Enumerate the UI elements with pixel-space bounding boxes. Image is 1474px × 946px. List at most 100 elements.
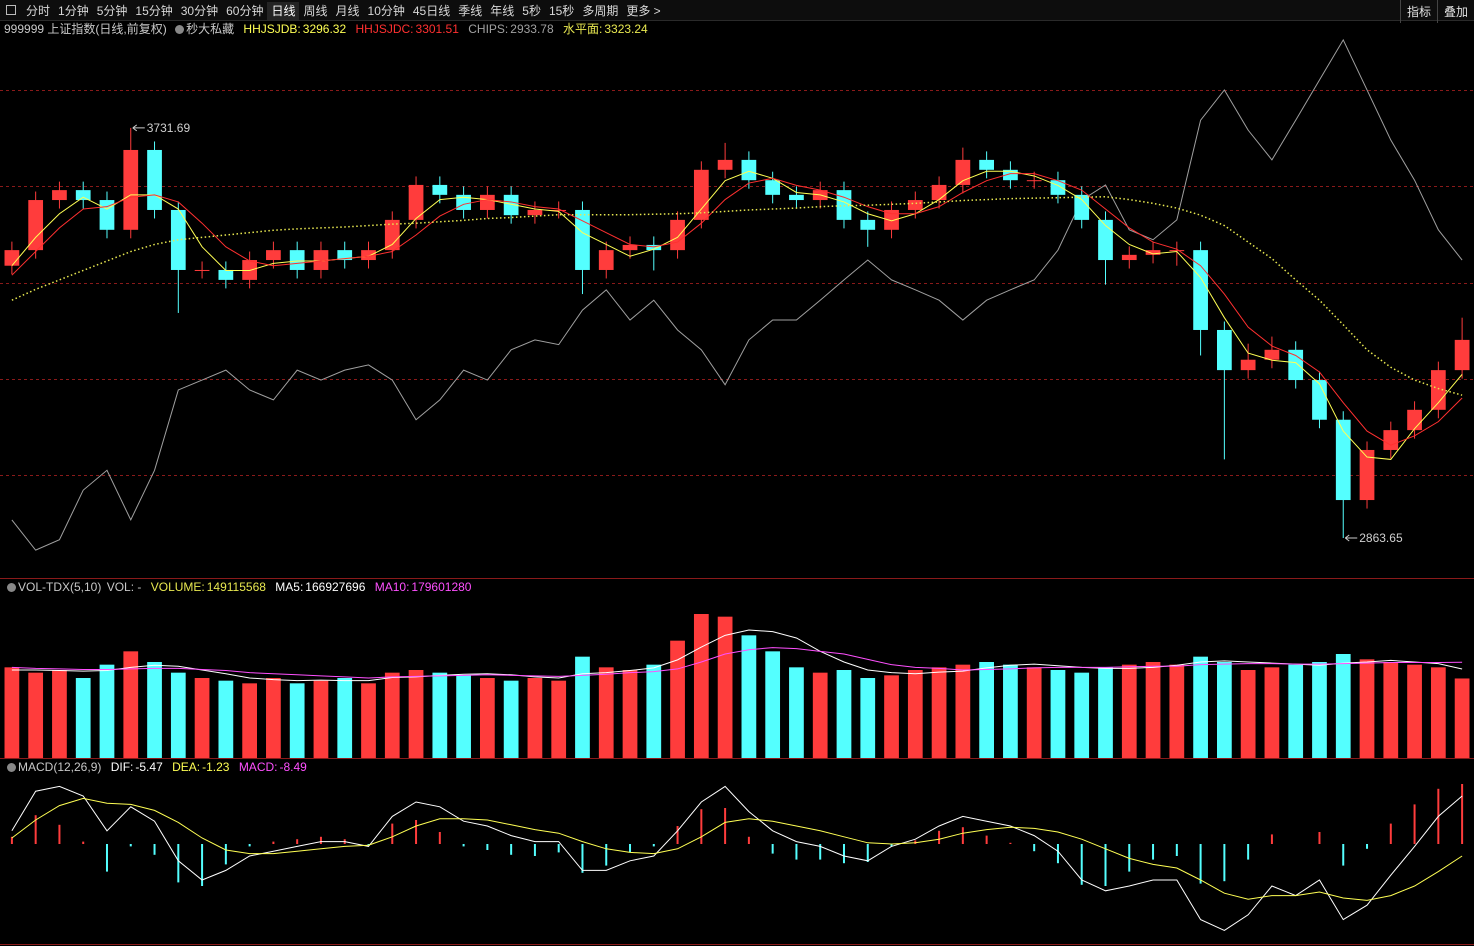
volume-bar: [575, 656, 590, 758]
period-tab[interactable]: 15秒: [548, 3, 575, 18]
legend-value: 3323.24: [604, 22, 648, 36]
extreme-label: 3731.69: [147, 121, 191, 135]
candle-body: [408, 184, 424, 220]
period-tab[interactable]: 60分钟: [226, 3, 264, 18]
candle-body: [194, 269, 210, 271]
menu-icon[interactable]: [6, 5, 16, 15]
candle-body: [646, 244, 662, 251]
candle-body: [1359, 449, 1375, 501]
volume-bar: [1074, 672, 1090, 758]
legend-name: DIF:: [110, 760, 134, 774]
candle-body: [575, 209, 590, 270]
price-header: 999999 上证指数(日线,前复权) 秒大私藏 HHJSJDB: 3296.32…: [4, 21, 654, 37]
period-tab[interactable]: 5分钟: [96, 3, 128, 18]
period-tab[interactable]: 5秒: [522, 3, 541, 18]
volume-bar: [170, 672, 186, 758]
legend-name: MA5:: [275, 580, 304, 594]
candle-body: [931, 184, 947, 201]
candle-body: [1407, 409, 1422, 431]
legend-value: 166927696: [305, 580, 366, 594]
tool-button[interactable]: 叠加: [1436, 0, 1474, 23]
volume-bar: [1383, 662, 1399, 758]
candle-body: [955, 159, 971, 185]
volume-bar: [28, 672, 44, 758]
candle-body: [693, 169, 709, 220]
volume-bar: [693, 614, 709, 758]
indicator-icon[interactable]: [175, 25, 185, 34]
series-line: [11, 629, 1463, 682]
volume-bar: [289, 683, 305, 758]
volume-bar: [884, 675, 899, 758]
period-tab[interactable]: 年线: [490, 3, 515, 18]
candle-body: [860, 219, 876, 230]
period-tab[interactable]: 30分钟: [180, 3, 219, 18]
indicator-icon[interactable]: [7, 583, 16, 592]
volume-bar: [432, 672, 448, 758]
volume-bar: [337, 678, 353, 758]
candle-body: [266, 250, 281, 261]
period-tab[interactable]: 45日线: [412, 3, 451, 18]
volume-bar: [1145, 662, 1161, 758]
extreme-label: 2863.65: [1359, 531, 1403, 545]
candle-body: [384, 219, 400, 251]
volume-bar: [1288, 664, 1304, 758]
candle-body: [28, 200, 44, 251]
volume-bar: [1026, 667, 1042, 758]
candle-body: [480, 194, 495, 210]
volume-bar: [551, 680, 567, 758]
period-tab[interactable]: 更多 >: [626, 3, 661, 18]
candle-body: [503, 194, 519, 216]
legend-name: MACD:: [238, 760, 278, 774]
period-tab[interactable]: 周线: [303, 3, 328, 18]
volume-bar: [384, 672, 400, 758]
volume-bar: [789, 667, 804, 758]
period-tab[interactable]: 日线: [267, 1, 300, 20]
legend-value: -5.47: [135, 760, 163, 774]
volume-bar: [1335, 654, 1351, 758]
candle-body: [1026, 180, 1042, 182]
volume-header: VOL-TDX(5,10) VOL: - VOLUME: 149115568 MA…: [4, 579, 477, 595]
series-line: [11, 797, 1463, 901]
series-line: [11, 38, 1463, 551]
candle-body: [1074, 194, 1090, 220]
volume-bar: [646, 664, 662, 758]
candle-body: [432, 184, 448, 195]
chart-subtitle: VOL: -: [106, 580, 142, 594]
period-tab[interactable]: 1分钟: [58, 3, 89, 18]
tool-button[interactable]: 指标: [1399, 0, 1437, 23]
candle-body: [1335, 419, 1351, 501]
legend-value: -8.49: [279, 760, 307, 774]
indicator-icon[interactable]: [7, 763, 16, 772]
period-tab[interactable]: 分时: [26, 3, 51, 18]
volume-bar: [266, 678, 281, 758]
volume-bar: [123, 651, 139, 758]
volume-bar: [1454, 678, 1470, 758]
candle-body: [670, 219, 685, 251]
candle-body: [1217, 329, 1232, 371]
legend-name: DEA:: [172, 760, 201, 774]
volume-bar: [1169, 664, 1185, 758]
candle-body: [289, 250, 305, 270]
legend-value: -1.23: [202, 760, 230, 774]
candle-body: [622, 244, 638, 251]
annotation-arrow: [1344, 534, 1358, 542]
period-tab[interactable]: 季线: [458, 3, 483, 18]
legend-name: HHJSJDC:: [355, 22, 414, 36]
period-tab[interactable]: 15分钟: [135, 3, 173, 18]
period-tab[interactable]: 多周期: [582, 3, 619, 18]
candle-body: [218, 269, 234, 280]
volume-bar: [313, 680, 329, 758]
period-tab[interactable]: 月线: [335, 3, 360, 18]
volume-bar: [1240, 670, 1256, 758]
volume-bar: [456, 675, 471, 758]
candle-body: [1121, 254, 1137, 261]
period-tab[interactable]: 10分钟: [367, 3, 405, 18]
volume-bar: [1407, 664, 1422, 758]
candle-body: [527, 209, 543, 216]
legend-name: 水平面:: [563, 22, 603, 36]
volume-bar: [1312, 662, 1327, 758]
volume-bar: [503, 680, 519, 758]
volume-bar: [527, 678, 543, 758]
volume-bar: [717, 616, 733, 758]
legend-value: 179601280: [411, 580, 472, 594]
